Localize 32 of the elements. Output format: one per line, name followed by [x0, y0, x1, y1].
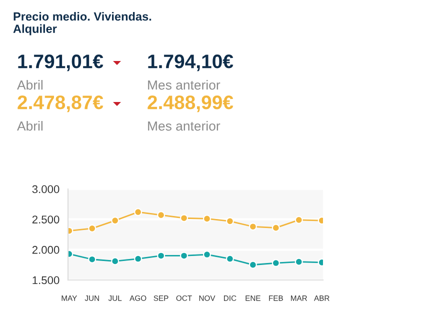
text: 2.478,87€	[18, 96, 104, 112]
point	[248, 260, 257, 269]
text: 2.488,99€	[148, 96, 234, 112]
y-tick-label: 3.000	[32, 185, 60, 194]
point	[226, 254, 234, 263]
point	[294, 216, 303, 224]
y-tick-label: 2.000	[32, 246, 60, 254]
point	[180, 252, 188, 260]
point	[272, 258, 280, 268]
text: Abril	[17, 121, 43, 131]
text: Mes anterior	[148, 80, 220, 90]
point	[248, 222, 257, 231]
point	[294, 258, 303, 266]
text: 1.791,01€	[18, 54, 104, 72]
point	[202, 214, 212, 223]
point	[226, 217, 234, 226]
point	[157, 252, 166, 260]
point	[88, 224, 96, 232]
text: Abril	[17, 80, 43, 90]
point	[134, 254, 142, 263]
text: Mes anterior	[148, 121, 220, 131]
point	[134, 208, 142, 216]
point	[111, 257, 120, 266]
point	[272, 224, 280, 232]
y-tick-label: 1.500	[32, 276, 60, 284]
point	[202, 250, 212, 259]
chart-title: Precio medio. Viviendas. Alquiler	[13, 12, 152, 36]
text: 1.794,10€	[148, 54, 234, 72]
point	[111, 216, 120, 225]
y-tick-label: 2.500	[32, 216, 60, 224]
point	[180, 214, 188, 222]
point	[88, 255, 96, 264]
